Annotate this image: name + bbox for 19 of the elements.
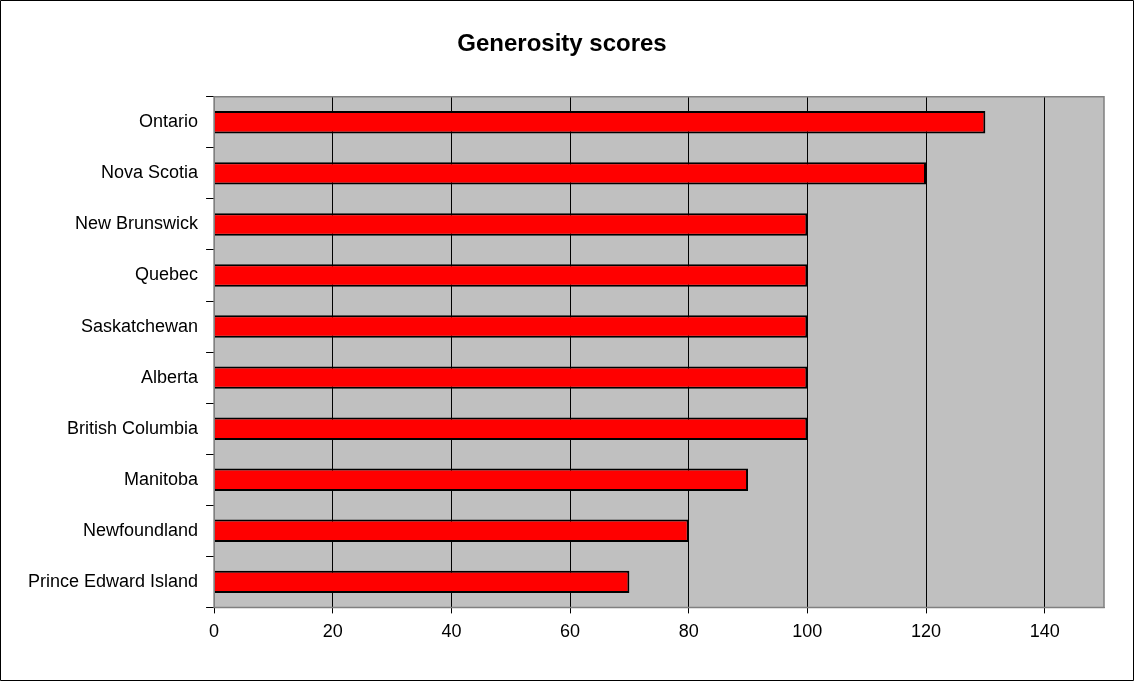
x-tick-label: 40 <box>441 621 462 642</box>
x-tick-label: 100 <box>792 621 823 642</box>
y-tick-label: Quebec <box>135 264 199 285</box>
y-tick-label: British Columbia <box>67 417 200 438</box>
y-tick-label: Nova Scotia <box>101 162 200 183</box>
y-tick-label: Newfoundland <box>82 519 199 540</box>
y-tick-label: Ontario <box>139 111 199 132</box>
x-tick-label: 0 <box>209 621 220 642</box>
y-tick-label: Saskatchewan <box>81 315 199 336</box>
y-tick-label: New Brunswick <box>75 213 200 234</box>
x-tick-label: 140 <box>1029 621 1060 642</box>
x-tick-label: 80 <box>678 621 699 642</box>
chart-title: Generosity scores <box>457 29 667 57</box>
x-tick-label: 120 <box>910 621 942 642</box>
y-tick-label: Prince Edward Island <box>27 570 199 591</box>
x-tick-label: 60 <box>560 621 581 642</box>
y-tick-label: Manitoba <box>124 468 200 489</box>
y-tick-label: Alberta <box>141 366 200 387</box>
x-tick-label: 20 <box>322 621 343 642</box>
